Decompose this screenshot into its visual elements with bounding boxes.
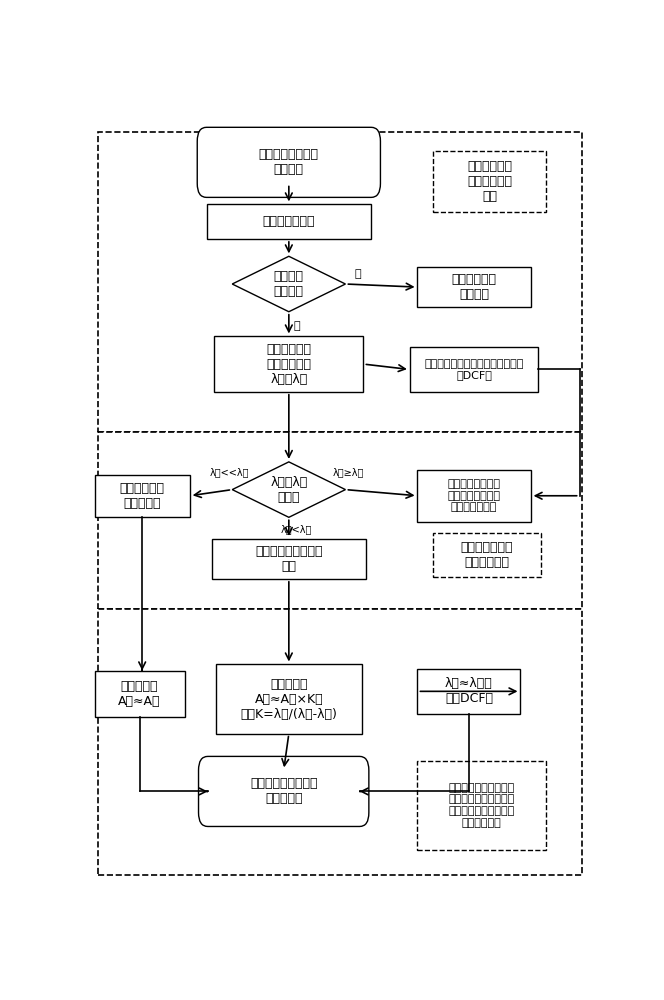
Bar: [94, 475, 190, 517]
Bar: [418, 761, 546, 850]
Text: 确定排放源项
和各核素的衰
变链: 确定排放源项 和各核素的衰 变链: [467, 160, 512, 203]
Bar: [418, 669, 521, 714]
Text: 按照母核和子核的
排放量和半衰期进
行辐射剂量计算: 按照母核和子核的 排放量和半衰期进 行辐射剂量计算: [448, 479, 501, 512]
Text: 计算子核的岸边沉积
外照射剂量: 计算子核的岸边沉积 外照射剂量: [250, 777, 317, 805]
Text: λ母和λ子
的关系: λ母和λ子 的关系: [270, 476, 307, 504]
Text: 核设施液态流出物
排放源项: 核设施液态流出物 排放源项: [259, 148, 319, 176]
Bar: [98, 609, 582, 875]
Bar: [418, 470, 531, 522]
Text: 是: 是: [293, 321, 300, 331]
Text: λ母<<λ子: λ母<<λ子: [210, 468, 250, 478]
Text: 子核活度：
A子≈A母: 子核活度： A子≈A母: [118, 680, 161, 708]
Text: λ子≈λ母；
给出DCF子: λ子≈λ母； 给出DCF子: [445, 677, 493, 705]
Bar: [410, 347, 539, 392]
Text: 给出子核的地表外照射剂量转换因
子DCF子: 给出子核的地表外照射剂量转换因 子DCF子: [424, 359, 524, 380]
FancyBboxPatch shape: [197, 127, 380, 197]
Bar: [207, 204, 371, 239]
Bar: [216, 664, 362, 734]
Text: 母核和子核建立过渡
平衡: 母核和子核建立过渡 平衡: [255, 545, 323, 573]
Text: 各核素的衰变链: 各核素的衰变链: [262, 215, 315, 228]
FancyBboxPatch shape: [199, 756, 369, 826]
Bar: [98, 432, 582, 609]
Polygon shape: [232, 462, 345, 517]
Text: 判断母核和子核
能否建立平衡: 判断母核和子核 能否建立平衡: [461, 541, 513, 569]
Text: 子核活度：
A子≈A母×K；
其中K=λ子/(λ子-λ母): 子核活度： A子≈A母×K； 其中K=λ子/(λ子-λ母): [240, 678, 337, 721]
Text: 母核和子核建
立长期平衡: 母核和子核建 立长期平衡: [120, 482, 165, 510]
Bar: [98, 132, 582, 432]
Text: 不需计算子核
剂量贡献: 不需计算子核 剂量贡献: [452, 273, 497, 301]
Text: λ母≥λ子: λ母≥λ子: [332, 468, 364, 478]
Text: 根据母核和子核平衡关
系确定子核活度、沉积
分配系数、衰变常数，
计算剂量结果: 根据母核和子核平衡关 系确定子核活度、沉积 分配系数、衰变常数， 计算剂量结果: [449, 783, 515, 828]
Text: 各核素及其子
核的衰变常数
λ母和λ子: 各核素及其子 核的衰变常数 λ母和λ子: [266, 343, 311, 386]
Bar: [418, 267, 531, 307]
Text: 否: 否: [355, 269, 362, 279]
Text: λ母<λ子: λ母<λ子: [281, 525, 312, 535]
Bar: [433, 151, 546, 212]
Bar: [433, 533, 541, 577]
Polygon shape: [232, 256, 345, 312]
Bar: [214, 336, 363, 392]
Bar: [94, 671, 185, 717]
Bar: [212, 539, 366, 579]
Text: 是否有放
射性子核: 是否有放 射性子核: [274, 270, 304, 298]
